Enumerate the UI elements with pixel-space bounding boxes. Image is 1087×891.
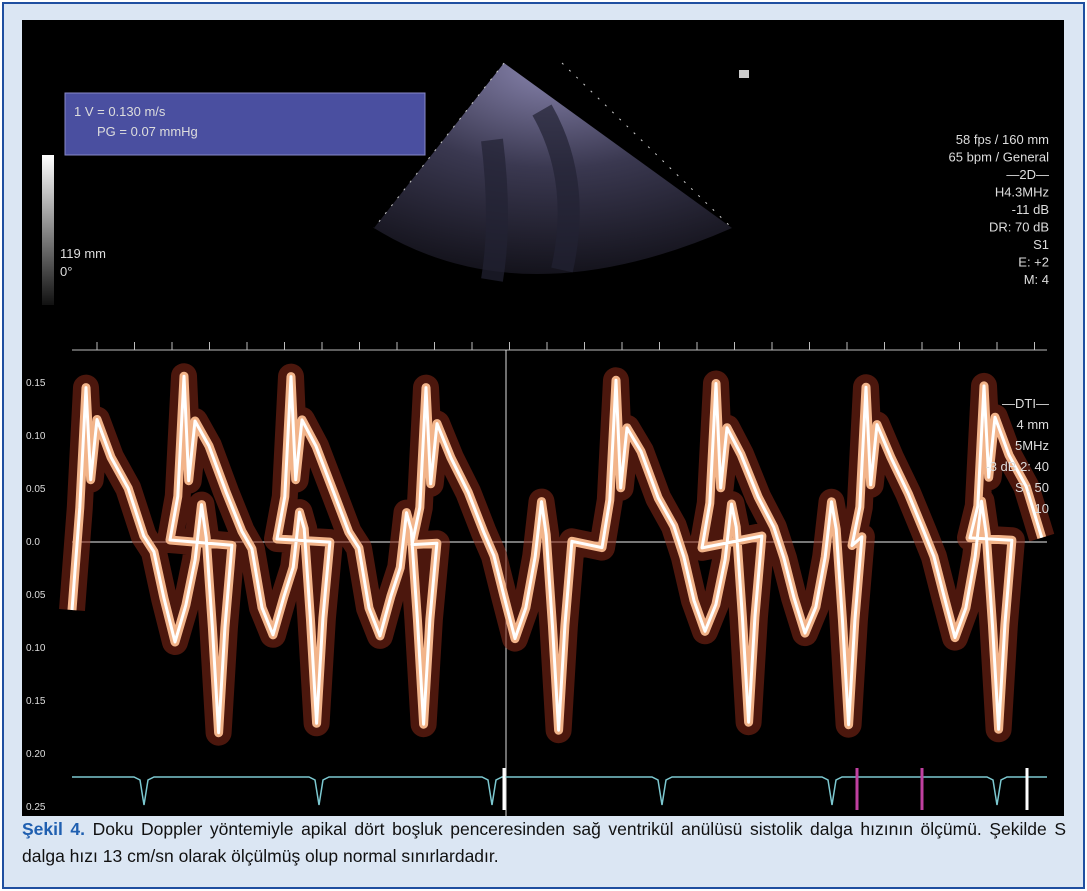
setting: —2D—: [1006, 167, 1049, 182]
setting: 4 mm: [1017, 417, 1050, 432]
measurement: 1 V = 0.130 m/s: [74, 104, 166, 119]
doppler-trace: [59, 363, 1055, 746]
scale-label: 0.15: [26, 378, 46, 389]
setting: M: 4: [1024, 272, 1049, 287]
scale-label: 0.10: [26, 643, 46, 654]
ecg-trace: [72, 776, 1047, 806]
scale-label: 0.10: [26, 431, 46, 442]
setting: E: +2: [1018, 255, 1049, 270]
scale-label: 0.0: [26, 537, 40, 548]
setting: -3 dB 2: 40: [985, 459, 1049, 474]
scale-label: 0.25: [26, 802, 46, 813]
depth-label: 0°: [60, 264, 72, 279]
depth-label: 119 mm: [60, 246, 106, 261]
scale-label: 0.15: [26, 696, 46, 707]
setting: 5MHz: [1015, 438, 1049, 453]
setting: DR: 70 dB: [989, 220, 1049, 235]
scale-label: 0.20: [26, 749, 46, 760]
caption-label: Şekil 4.: [22, 819, 86, 839]
setting: S1: [1033, 237, 1049, 252]
icon: [739, 70, 749, 78]
measurement: PG = 0.07 mmHg: [97, 124, 198, 139]
caption: Şekil 4. Doku Doppler yöntemiyle apikal …: [22, 816, 1066, 870]
setting: -11 dB: [1012, 202, 1049, 217]
setting: 65 bpm / General: [949, 150, 1050, 165]
ultrasound-image: 1 V = 0.130 m/s PG = 0.07 mmHg 119 mm 0°…: [22, 20, 1064, 816]
measurement-box: [64, 92, 426, 156]
chamber: [481, 104, 580, 282]
scale-label: 0.05: [26, 484, 46, 495]
setting: 58 fps / 160 mm: [956, 132, 1049, 147]
setting: S : 50: [1015, 480, 1049, 495]
setting: 10: [1035, 501, 1049, 516]
gray-scale: [42, 155, 54, 305]
setting: —DTI—: [1002, 396, 1049, 411]
caption-text: Doku Doppler yöntemiyle apikal dört boşl…: [22, 819, 1066, 866]
doppler-center: [70, 374, 1044, 735]
scale-label: 0.05: [26, 590, 46, 601]
setting: H4.3MHz: [995, 185, 1049, 200]
